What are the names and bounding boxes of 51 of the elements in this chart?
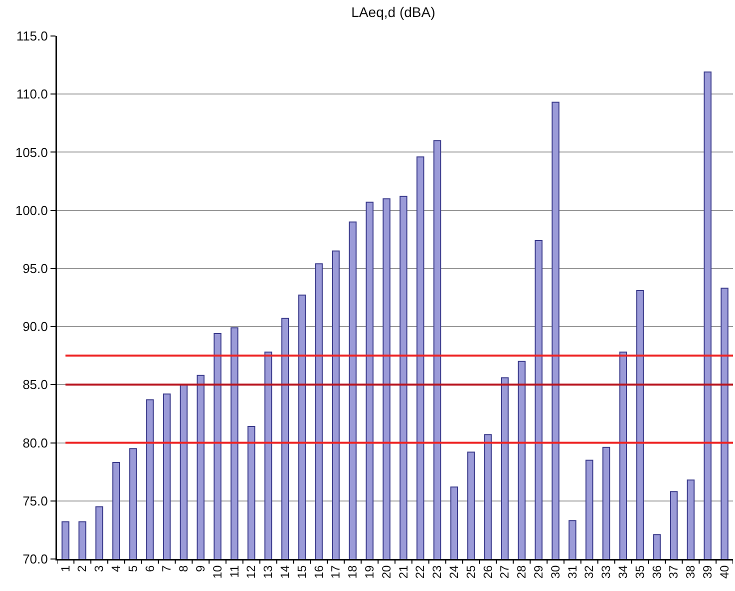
x-tick-label: 40: [717, 564, 732, 579]
x-tick-label: 6: [142, 564, 157, 572]
x-tick-label: 36: [650, 564, 664, 579]
x-tick-label: 19: [362, 564, 377, 579]
x-tick-label: 21: [396, 564, 410, 579]
y-tick-label: 80.0: [22, 435, 48, 450]
x-tick-label: 13: [261, 564, 276, 579]
x-tick-label: 24: [447, 564, 462, 579]
x-tick-label: 26: [480, 564, 495, 579]
x-tick-label: 30: [548, 564, 562, 579]
x-tick-label: 9: [194, 564, 208, 572]
x-tick-label: 22: [413, 564, 428, 579]
x-tick-label: 4: [109, 564, 124, 572]
y-tick-label: 100.0: [15, 202, 48, 218]
x-tick-label: 28: [514, 564, 529, 579]
x-tick-label: 20: [379, 564, 394, 579]
x-tick-label: 17: [328, 564, 343, 579]
x-tick-label: 33: [599, 564, 614, 579]
y-tick-label: 90.0: [22, 319, 48, 334]
x-tick-label: 12: [244, 564, 258, 579]
x-tick-label: 29: [532, 564, 546, 579]
x-tick-label: 5: [126, 564, 140, 572]
x-tick-label: 25: [464, 564, 478, 579]
x-tick-label: 11: [227, 564, 242, 578]
x-tick-label: 3: [92, 564, 106, 572]
y-tick-label: 110.0: [16, 86, 48, 102]
x-tick-label: 35: [632, 564, 647, 579]
x-tick-label: 27: [498, 564, 512, 579]
x-tick-label: 39: [700, 564, 715, 579]
chart-title: LAeq,d (dBA): [351, 4, 436, 20]
x-tick-label: 23: [430, 564, 444, 579]
x-tick-label: 32: [582, 564, 596, 579]
x-tick-label: 15: [294, 564, 309, 579]
y-tick-label: 95.0: [22, 260, 48, 276]
y-tick-label: 105.0: [15, 144, 48, 160]
x-tick-label: 7: [160, 564, 174, 572]
y-tick-label: 85.0: [22, 377, 48, 392]
y-tick-label: 115.0: [16, 28, 48, 44]
x-tick-label: 2: [75, 564, 90, 572]
x-tick-label: 10: [210, 564, 224, 579]
y-tick-label: 70.0: [22, 552, 48, 567]
x-tick-label: 1: [58, 564, 72, 572]
x-tick-label: 38: [684, 564, 698, 579]
x-tick-label: 16: [312, 564, 326, 579]
x-tick-label: 18: [346, 564, 360, 579]
x-tick-label: 8: [176, 564, 191, 572]
x-tick-label: 14: [278, 564, 292, 579]
x-tick-label: 37: [666, 564, 681, 579]
x-tick-label: 34: [616, 564, 630, 579]
y-tick-label: 75.0: [22, 493, 48, 508]
x-tick-label: 31: [565, 564, 580, 579]
